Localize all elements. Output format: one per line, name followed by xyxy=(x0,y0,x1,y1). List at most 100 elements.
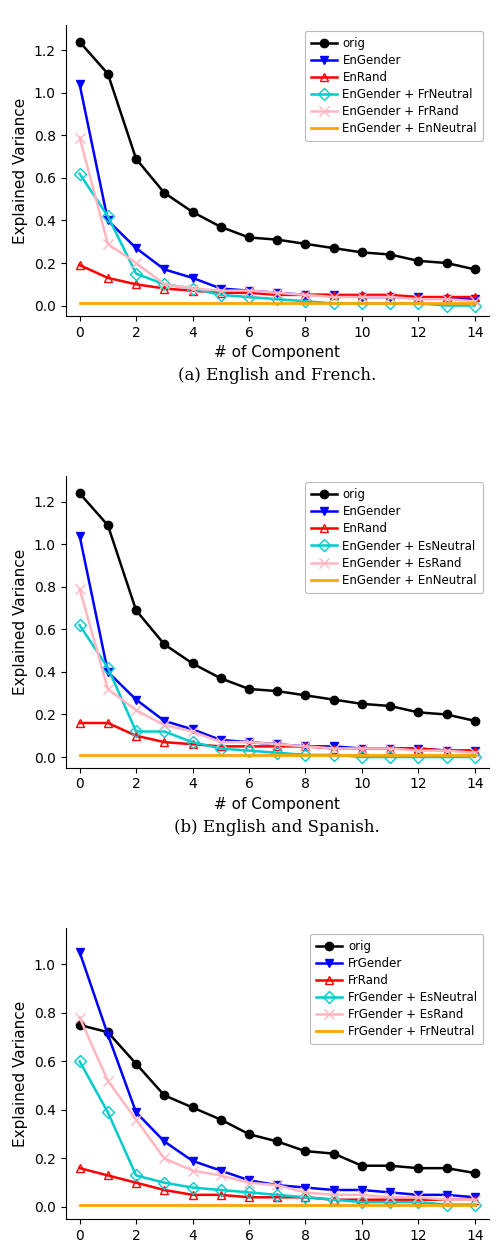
FrGender + FrNeutral xyxy=(161,1197,167,1212)
EnGender + EsRand xyxy=(77,582,83,597)
orig xyxy=(105,518,111,532)
EnGender + EsNeutral xyxy=(133,724,139,739)
EnGender + EnNeutral xyxy=(218,296,224,311)
EnGender + EnNeutral xyxy=(133,296,139,311)
EnGender + EsRand xyxy=(331,741,337,756)
EnRand xyxy=(331,741,337,756)
FrGender xyxy=(472,1189,478,1204)
EnRand xyxy=(218,739,224,754)
EnGender + FrNeutral xyxy=(161,277,167,292)
EnGender + EsRand xyxy=(105,682,111,697)
EnRand xyxy=(415,741,421,756)
EnGender + FrNeutral xyxy=(246,290,252,305)
FrRand xyxy=(218,1187,224,1202)
EnGender + EsRand xyxy=(246,735,252,750)
EnGender xyxy=(359,290,365,305)
EnGender xyxy=(387,741,393,756)
EnGender + EnNeutral xyxy=(161,296,167,311)
EnGender + EnNeutral xyxy=(444,748,450,763)
FrGender + FrNeutral xyxy=(105,1197,111,1212)
Line: orig: orig xyxy=(76,37,479,274)
FrGender + EsNeutral xyxy=(161,1176,167,1191)
orig xyxy=(218,1112,224,1127)
orig xyxy=(105,1025,111,1040)
EnGender xyxy=(331,287,337,302)
orig xyxy=(77,1018,83,1033)
EnGender + FrRand xyxy=(359,290,365,305)
FrGender + EsRand xyxy=(246,1176,252,1191)
Line: EnGender + EsNeutral: EnGender + EsNeutral xyxy=(76,621,479,761)
EnRand xyxy=(105,270,111,285)
FrRand xyxy=(161,1183,167,1198)
FrRand xyxy=(77,1161,83,1176)
Legend: orig, EnGender, EnRand, EnGender + EsNeutral, EnGender + EsRand, EnGender + EnNe: orig, EnGender, EnRand, EnGender + EsNeu… xyxy=(305,483,483,592)
EnGender xyxy=(77,529,83,544)
Line: EnGender + FrRand: EnGender + FrRand xyxy=(75,133,480,306)
Line: EnGender: EnGender xyxy=(76,81,479,304)
FrGender + FrNeutral xyxy=(246,1197,252,1212)
EnGender xyxy=(105,664,111,679)
EnGender + FrRand xyxy=(105,236,111,251)
orig xyxy=(415,254,421,269)
EnGender xyxy=(161,713,167,728)
EnGender + EnNeutral xyxy=(246,748,252,763)
EnGender + FrRand xyxy=(246,284,252,299)
Legend: orig, FrGender, FrRand, FrGender + EsNeutral, FrGender + EsRand, FrGender + FrNe: orig, FrGender, FrRand, FrGender + EsNeu… xyxy=(310,934,483,1044)
Line: FrGender: FrGender xyxy=(76,948,479,1202)
Y-axis label: Explained Variance: Explained Variance xyxy=(13,549,28,695)
EnGender + EsRand xyxy=(359,741,365,756)
FrGender xyxy=(387,1186,393,1200)
EnGender xyxy=(105,213,111,228)
FrGender + EsRand xyxy=(161,1151,167,1166)
EnGender + EsNeutral xyxy=(444,750,450,765)
Line: EnRand: EnRand xyxy=(76,719,479,755)
EnGender + FrRand xyxy=(331,290,337,305)
EnGender xyxy=(387,290,393,305)
FrGender + FrNeutral xyxy=(302,1197,308,1212)
orig xyxy=(161,185,167,200)
EnRand xyxy=(444,743,450,758)
EnRand xyxy=(105,715,111,730)
EnGender + EnNeutral xyxy=(133,748,139,763)
EnGender + EsRand xyxy=(387,741,393,756)
orig xyxy=(444,255,450,270)
EnGender + EsRand xyxy=(472,745,478,760)
FrGender + EsRand xyxy=(302,1186,308,1200)
EnRand xyxy=(133,277,139,292)
Line: EnGender + FrNeutral: EnGender + FrNeutral xyxy=(76,169,479,310)
FrGender xyxy=(190,1153,196,1168)
orig xyxy=(190,1100,196,1115)
Line: FrRand: FrRand xyxy=(76,1164,479,1204)
EnGender + FrRand xyxy=(77,131,83,146)
orig xyxy=(472,713,478,728)
FrGender + EsNeutral xyxy=(246,1186,252,1200)
EnGender + EsNeutral xyxy=(472,750,478,765)
EnGender + FrNeutral xyxy=(302,294,308,309)
EnGender xyxy=(190,722,196,736)
X-axis label: # of Component: # of Component xyxy=(214,346,340,361)
EnGender + EnNeutral xyxy=(77,296,83,311)
EnGender + EnNeutral xyxy=(359,296,365,311)
FrGender + EsRand xyxy=(359,1187,365,1202)
EnGender xyxy=(246,284,252,299)
orig xyxy=(387,248,393,262)
EnGender + EsNeutral xyxy=(331,748,337,763)
orig xyxy=(415,1161,421,1176)
EnGender + EnNeutral xyxy=(218,748,224,763)
EnGender + FrRand xyxy=(444,291,450,306)
EnGender xyxy=(359,741,365,756)
EnGender xyxy=(190,270,196,285)
FrGender + FrNeutral xyxy=(472,1197,478,1212)
EnRand xyxy=(444,290,450,305)
EnGender + EnNeutral xyxy=(331,296,337,311)
EnGender + FrNeutral xyxy=(105,209,111,224)
EnGender + EnNeutral xyxy=(105,748,111,763)
FrGender + EsRand xyxy=(331,1187,337,1202)
orig xyxy=(105,66,111,81)
FrGender + FrNeutral xyxy=(331,1197,337,1212)
FrGender + FrNeutral xyxy=(190,1197,196,1212)
FrRand xyxy=(302,1189,308,1204)
EnRand xyxy=(359,741,365,756)
EnGender + EnNeutral xyxy=(415,296,421,311)
EnGender + EsNeutral xyxy=(105,661,111,675)
